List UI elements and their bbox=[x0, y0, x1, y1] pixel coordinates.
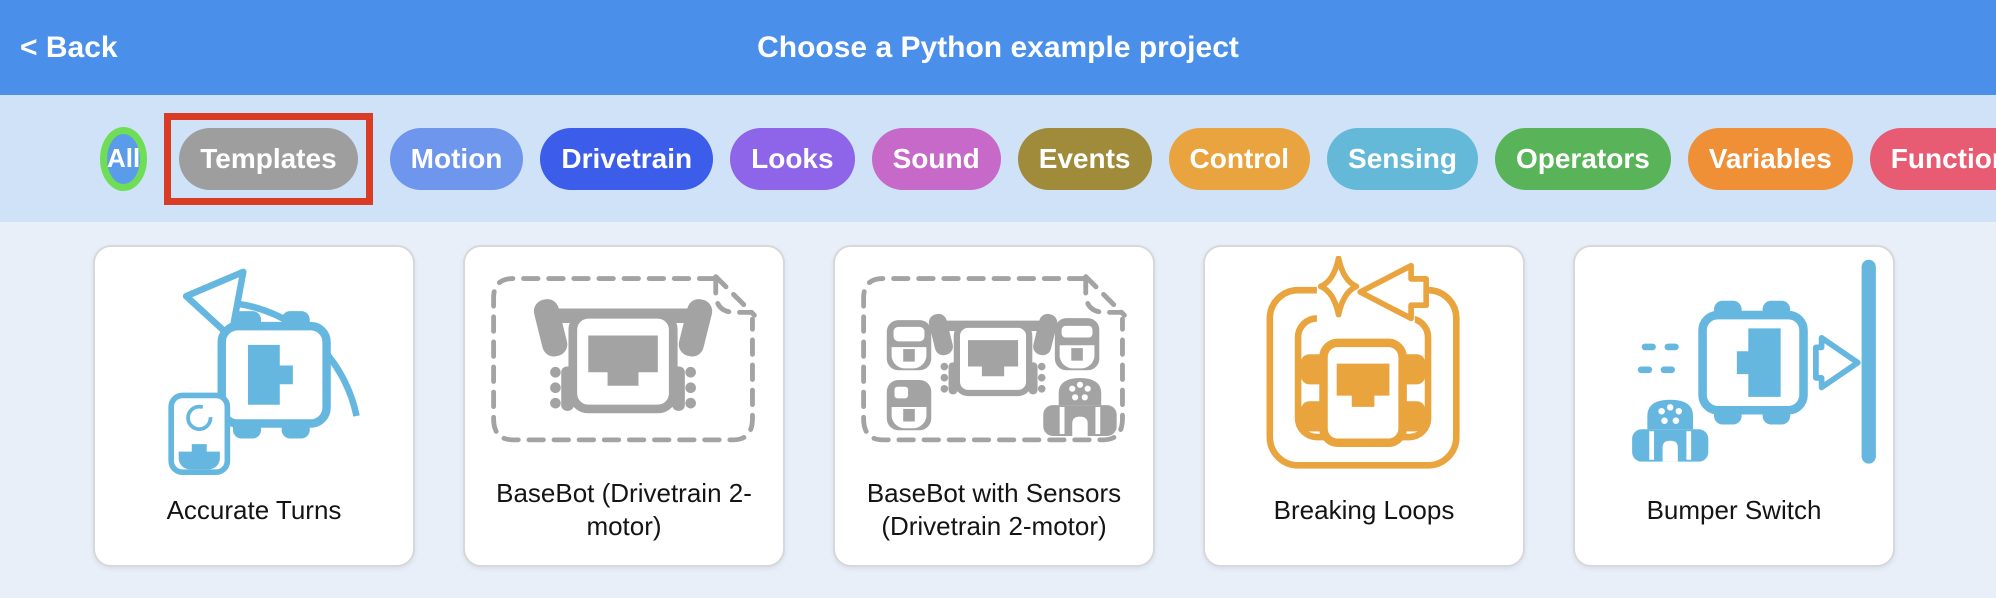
accurate-turns-icon bbox=[95, 247, 413, 475]
project-card-basebot-with-sensors[interactable]: BaseBot with Sensors (Drivetrain 2-motor… bbox=[833, 245, 1155, 567]
basebot-icon bbox=[465, 247, 783, 469]
project-card-label: Breaking Loops bbox=[1273, 494, 1455, 525]
filter-pill-templates[interactable]: Templates bbox=[179, 127, 358, 190]
filter-pill-functions[interactable]: Functions bbox=[1869, 127, 1996, 190]
project-card-basebot[interactable]: BaseBot (Drivetrain 2-motor) bbox=[463, 245, 785, 567]
project-card-label: Bumper Switch bbox=[1646, 494, 1822, 525]
selected-filter-outline: Templates bbox=[164, 112, 373, 205]
basebot-sensors-icon bbox=[835, 247, 1153, 469]
filter-pill-operators[interactable]: Operators bbox=[1494, 127, 1671, 190]
app-header: < Back Choose a Python example project bbox=[0, 0, 1996, 95]
project-card-label: Accurate Turns bbox=[166, 494, 342, 525]
breaking-loops-icon bbox=[1205, 247, 1523, 469]
filter-pill-sound[interactable]: Sound bbox=[871, 127, 1001, 190]
filter-pill-events[interactable]: Events bbox=[1017, 127, 1152, 190]
page-title: Choose a Python example project bbox=[757, 30, 1239, 64]
filter-pill-looks[interactable]: Looks bbox=[730, 127, 855, 190]
bumper-switch-icon bbox=[1575, 247, 1893, 469]
project-card-label: BaseBot (Drivetrain 2-motor) bbox=[496, 478, 752, 541]
project-card-breaking-loops[interactable]: Breaking Loops bbox=[1203, 245, 1525, 567]
filter-pill-sensing[interactable]: Sensing bbox=[1327, 127, 1478, 190]
filter-pill-variables[interactable]: Variables bbox=[1687, 127, 1853, 190]
filter-pill-motion[interactable]: Motion bbox=[389, 127, 524, 190]
filter-pill-all[interactable]: All bbox=[100, 126, 148, 191]
back-button[interactable]: < Back bbox=[20, 0, 118, 95]
filter-pill-drivetrain[interactable]: Drivetrain bbox=[540, 127, 714, 190]
project-card-label: BaseBot with Sensors (Drivetrain 2-motor… bbox=[866, 478, 1122, 541]
filter-bar: All Templates Motion Drivetrain Looks So… bbox=[0, 95, 1996, 222]
filter-pill-control[interactable]: Control bbox=[1168, 127, 1311, 190]
project-card-bumper-switch[interactable]: Bumper Switch bbox=[1573, 245, 1895, 567]
project-grid: Accurate Turns bbox=[0, 222, 1996, 598]
project-card-accurate-turns[interactable]: Accurate Turns bbox=[93, 245, 415, 567]
